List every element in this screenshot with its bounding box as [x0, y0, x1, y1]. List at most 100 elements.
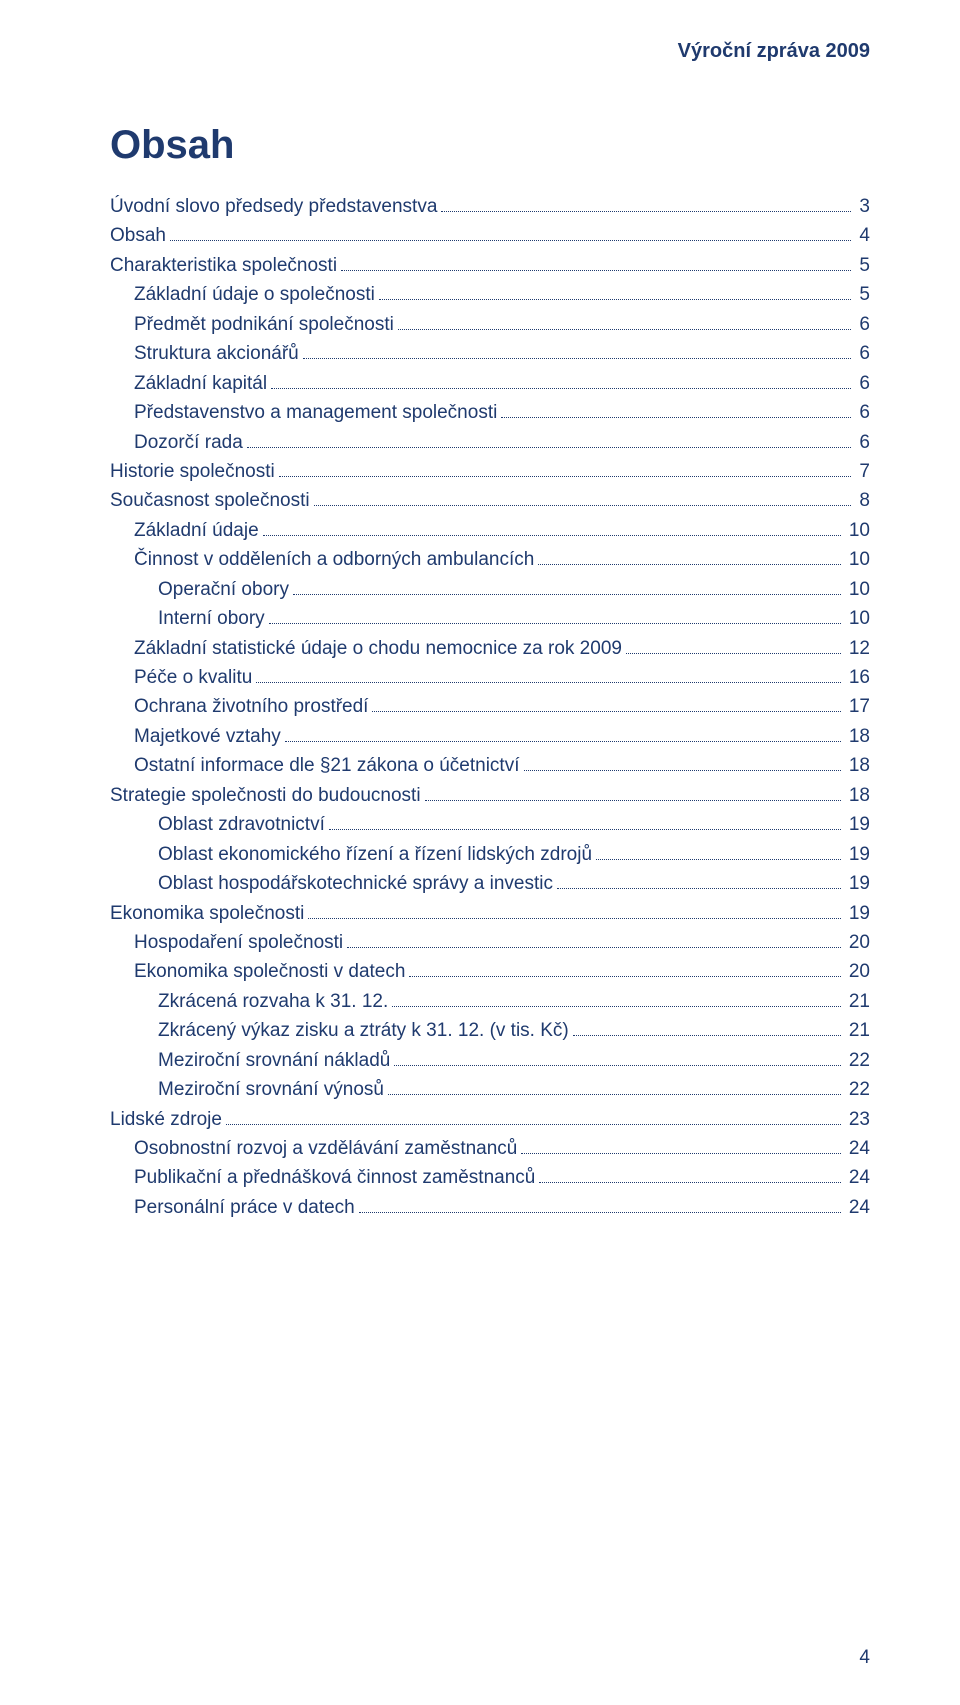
toc-entry-page: 6	[855, 398, 870, 427]
toc-entry-page: 19	[845, 810, 870, 839]
toc-entry[interactable]: Ostatní informace dle §21 zákona o účetn…	[110, 751, 870, 780]
toc-entry[interactable]: Ekonomika společnosti19	[110, 899, 870, 928]
toc-dot-leader	[409, 959, 840, 977]
toc-dot-leader	[539, 1165, 841, 1183]
toc-entry[interactable]: Oblast hospodářskotechnické správy a inv…	[110, 869, 870, 898]
toc-entry[interactable]: Úvodní slovo předsedy představenstva3	[110, 192, 870, 221]
toc-entry[interactable]: Struktura akcionářů6	[110, 339, 870, 368]
toc-entry[interactable]: Operační obory 10	[110, 575, 870, 604]
toc-entry[interactable]: Majetkové vztahy18	[110, 722, 870, 751]
toc-dot-leader	[170, 223, 851, 241]
toc-entry[interactable]: Zkrácená rozvaha k 31. 12. 21	[110, 987, 870, 1016]
toc-entry[interactable]: Meziroční srovnání nákladů22	[110, 1046, 870, 1075]
toc-dot-leader	[256, 665, 841, 683]
toc-entry-page: 24	[845, 1134, 870, 1163]
toc-entry[interactable]: Činnost v odděleních a odborných ambulan…	[110, 545, 870, 574]
toc-entry-label: Úvodní slovo předsedy představenstva	[110, 192, 437, 221]
toc-entry-label: Základní statistické údaje o chodu nemoc…	[134, 634, 622, 663]
toc-dot-leader	[226, 1106, 841, 1124]
toc-entry-page: 8	[855, 486, 870, 515]
toc-dot-leader	[425, 783, 841, 801]
toc-entry[interactable]: Základní statistické údaje o chodu nemoc…	[110, 634, 870, 663]
running-header: Výroční zpráva 2009	[110, 40, 870, 63]
toc-entry-page: 21	[845, 1016, 870, 1045]
toc-entry-page: 12	[845, 634, 870, 663]
toc-entry[interactable]: Osobnostní rozvoj a vzdělávání zaměstnan…	[110, 1134, 870, 1163]
toc-dot-leader	[388, 1077, 841, 1095]
toc-entry[interactable]: Obsah4	[110, 221, 870, 250]
toc-dot-leader	[279, 459, 852, 477]
toc-entry[interactable]: Ekonomika společnosti v datech20	[110, 957, 870, 986]
toc-entry-page: 10	[845, 545, 870, 574]
toc-entry[interactable]: Dozorčí rada 6	[110, 428, 870, 457]
toc-entry-label: Personální práce v datech	[134, 1193, 355, 1222]
toc-entry[interactable]: Péče o kvalitu 16	[110, 663, 870, 692]
toc-entry-page: 18	[845, 781, 870, 810]
toc-entry[interactable]: Publikační a přednášková činnost zaměstn…	[110, 1163, 870, 1192]
toc-entry-label: Oblast zdravotnictví	[158, 810, 325, 839]
toc-entry[interactable]: Oblast zdravotnictví 19	[110, 810, 870, 839]
toc-entry-label: Hospodaření společnosti	[134, 928, 343, 957]
toc-entry-label: Operační obory	[158, 575, 289, 604]
toc-entry-page: 10	[845, 516, 870, 545]
toc-entry[interactable]: Základní údaje10	[110, 516, 870, 545]
toc-entry[interactable]: Hospodaření společnosti 20	[110, 928, 870, 957]
toc-entry-page: 6	[855, 369, 870, 398]
toc-entry[interactable]: Představenstvo a management společnosti6	[110, 398, 870, 427]
toc-entry-label: Lidské zdroje	[110, 1105, 222, 1134]
toc-entry-label: Charakteristika společnosti	[110, 251, 337, 280]
toc-entry-page: 16	[845, 663, 870, 692]
toc-dot-leader	[573, 1018, 841, 1036]
toc-entry-page: 21	[845, 987, 870, 1016]
toc-dot-leader	[398, 312, 852, 330]
toc-entry[interactable]: Ochrana životního prostředí17	[110, 692, 870, 721]
toc-dot-leader	[521, 1136, 840, 1154]
toc-entry-label: Ostatní informace dle §21 zákona o účetn…	[134, 751, 520, 780]
toc-entry-page: 10	[845, 575, 870, 604]
toc-entry-page: 6	[855, 428, 870, 457]
page-container: Výroční zpráva 2009 Obsah Úvodní slovo p…	[0, 0, 960, 1705]
toc-dot-leader	[285, 724, 841, 742]
toc-entry-page: 19	[845, 869, 870, 898]
toc-dot-leader	[557, 871, 841, 889]
toc-entry-page: 5	[855, 280, 870, 309]
toc-entry-label: Péče o kvalitu	[134, 663, 252, 692]
toc-entry-page: 18	[845, 751, 870, 780]
toc-entry-label: Majetkové vztahy	[134, 722, 281, 751]
toc-dot-leader	[596, 842, 841, 860]
toc-entry[interactable]: Charakteristika společnosti5	[110, 251, 870, 280]
page-title: Obsah	[110, 123, 870, 168]
toc-dot-leader	[626, 635, 841, 653]
toc-entry-page: 22	[845, 1075, 870, 1104]
toc-entry-label: Zkrácená rozvaha k 31. 12.	[158, 987, 388, 1016]
toc-entry-page: 7	[855, 457, 870, 486]
toc-entry[interactable]: Meziroční srovnání výnosů22	[110, 1075, 870, 1104]
toc-entry[interactable]: Lidské zdroje23	[110, 1105, 870, 1134]
toc-entry[interactable]: Strategie společnosti do budoucnosti18	[110, 781, 870, 810]
toc-entry-label: Oblast hospodářskotechnické správy a inv…	[158, 869, 553, 898]
toc-dot-leader	[263, 518, 841, 536]
toc-entry[interactable]: Základní kapitál6	[110, 369, 870, 398]
toc-dot-leader	[341, 253, 851, 271]
toc-entry-label: Interní obory	[158, 604, 265, 633]
toc-entry[interactable]: Zkrácený výkaz zisku a ztráty k 31. 12. …	[110, 1016, 870, 1045]
toc-entry[interactable]: Historie společnosti7	[110, 457, 870, 486]
toc-entry[interactable]: Základní údaje o společnosti5	[110, 280, 870, 309]
toc-entry-label: Obsah	[110, 221, 166, 250]
toc-entry-label: Struktura akcionářů	[134, 339, 299, 368]
toc-dot-leader	[441, 194, 851, 212]
toc-entry[interactable]: Předmět podnikání společnosti6	[110, 310, 870, 339]
toc-entry[interactable]: Oblast ekonomického řízení a řízení lids…	[110, 840, 870, 869]
toc-dot-leader	[329, 812, 841, 830]
toc-dot-leader	[271, 371, 851, 389]
toc-entry-label: Oblast ekonomického řízení a řízení lids…	[158, 840, 592, 869]
toc-entry[interactable]: Současnost společnosti8	[110, 486, 870, 515]
toc-dot-leader	[538, 547, 841, 565]
toc-entry-page: 24	[845, 1193, 870, 1222]
toc-entry-page: 20	[845, 928, 870, 957]
toc-entry-page: 10	[845, 604, 870, 633]
toc-entry[interactable]: Interní obory 10	[110, 604, 870, 633]
toc-entry-label: Ekonomika společnosti v datech	[134, 957, 405, 986]
toc-entry-label: Dozorčí rada	[134, 428, 243, 457]
toc-entry[interactable]: Personální práce v datech 24	[110, 1193, 870, 1222]
